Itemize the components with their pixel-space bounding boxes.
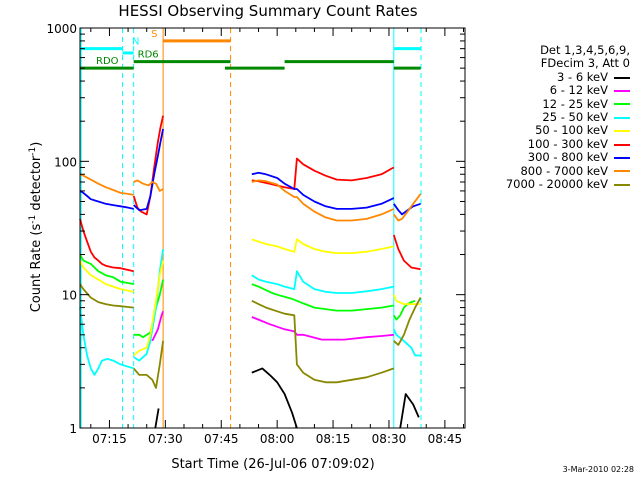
series-4-segment-0 [79,260,134,293]
series-6-segment-2 [251,171,395,210]
series-6-segment-3 [393,202,421,216]
series-5-segment-0 [79,218,134,273]
series-2 [79,254,416,339]
x-tick-label-0: 07:15 [92,432,127,446]
series-4-segment-3 [392,294,421,306]
legend-entry: 25 - 50 keV [470,110,630,125]
series-1-segment-1 [251,316,394,341]
state-bars: N S RDO RD6 [80,29,421,70]
x-axis-label: Start Time (26-Jul-06 07:09:02) [171,457,374,472]
legend-swatch [614,143,630,146]
x-tick-label-6: 08:45 [428,432,463,446]
legend-swatch [614,170,630,173]
y-axis-label: Count Rate (s-1 detector-1) [28,142,44,313]
series-0-segment-0 [154,408,160,429]
series-4-segment-1 [133,260,164,357]
chart-legend: Det 1,3,4,5,6,9, FDecim 3, Att 0 3 - 6 k… [470,43,630,192]
x-tick-label-5: 08:30 [372,432,407,446]
series-8-segment-3 [393,297,422,346]
state-bar-label-3: RDO [96,56,119,67]
series-5-segment-1 [132,115,164,216]
series-0 [154,367,420,429]
series-7-segment-2 [251,179,395,222]
legend-entry-label: 3 - 6 keV [557,69,608,84]
series-8-segment-1 [133,340,164,389]
legend-entry-label: 6 - 12 keV [549,83,608,98]
legend-entry: 6 - 12 keV [470,83,630,98]
legend-swatch [614,156,630,159]
legend-swatch [614,89,630,92]
legend-swatch [614,183,630,186]
legend-entry: 12 - 25 keV [470,96,630,111]
chart-title: HESSI Observing Summary Count Rates [118,2,417,20]
legend-entry-label: 7000 - 20000 keV [505,177,608,192]
y-tick-label-2: 100 [54,155,77,169]
series-3-segment-3 [392,328,421,357]
state-bar-label-2: S [151,29,157,40]
series-2-segment-0 [79,254,134,285]
plot-timestamp: 3-Mar-2010 02:28 [562,465,634,474]
series-1-segment-0 [151,310,164,342]
series-0-segment-2 [399,393,420,429]
legend-swatch [614,116,630,119]
series-5-segment-3 [392,234,421,271]
series-8-segment-2 [251,299,395,384]
y-tick-label-1: 10 [62,289,77,303]
legend-entry-label: 50 - 100 keV [535,123,608,138]
legend-entry: 100 - 300 keV [470,136,630,151]
state-bar-label-0: N [132,37,139,48]
legend-header-line-2: FDecim 3, Att 0 [540,56,630,71]
series-2-segment-2 [251,283,394,312]
series-5 [79,115,421,273]
legend-swatch [614,76,630,79]
legend-swatch [614,103,630,106]
series-7-segment-1 [133,179,164,192]
state-bar-label-4: RD6 [138,50,159,61]
legend-entry: 3 - 6 keV [470,69,630,84]
legend-entry-label: 800 - 7000 keV [520,163,608,178]
time-interval-markers [80,28,422,428]
legend-entry-label: 25 - 50 keV [542,110,608,125]
series-6-segment-1 [133,128,164,212]
x-tick-label-3: 08:00 [260,432,295,446]
series-4 [79,238,421,357]
y-tick-label-0: 1 [69,422,77,436]
series-6 [79,128,421,216]
legend-entry: 300 - 800 keV [470,150,630,165]
plot-frame [79,27,466,429]
legend-entry: 800 - 7000 keV [470,163,630,178]
legend-entry-label: 300 - 800 keV [527,150,608,165]
legend-entry: 50 - 100 keV [470,124,630,137]
series-2-segment-3 [393,299,416,321]
legend-entry: 7000 - 20000 keV [470,177,630,192]
series-3 [79,248,421,376]
series-3-segment-2 [251,270,394,294]
legend-entry-label: 100 - 300 keV [527,136,608,151]
legend-swatch [614,130,630,133]
legend-entry-label: 12 - 25 keV [542,96,608,111]
series-7-segment-3 [393,193,422,222]
series-4-segment-2 [251,238,394,255]
series-5-segment-2 [251,157,395,190]
series-0-segment-1 [251,367,298,429]
series-8-segment-0 [79,283,134,309]
x-tick-label-1: 07:30 [148,432,183,446]
series-1 [151,310,394,342]
series-3-segment-0 [79,307,134,376]
x-tick-label-2: 07:45 [204,432,239,446]
plot-axes: 07:15 07:30 07:45 08:00 08:15 08:30 08:45 1 10 10… [46,22,466,446]
series-8 [79,283,422,389]
x-tick-label-4: 08:15 [316,432,351,446]
series-6-segment-0 [79,190,134,210]
legend-header-line-1: Det 1,3,4,5,6,9, [540,43,630,57]
y-tick-label-3: 1000 [46,22,77,36]
series-7-segment-0 [79,173,134,196]
plot-series [79,40,422,429]
